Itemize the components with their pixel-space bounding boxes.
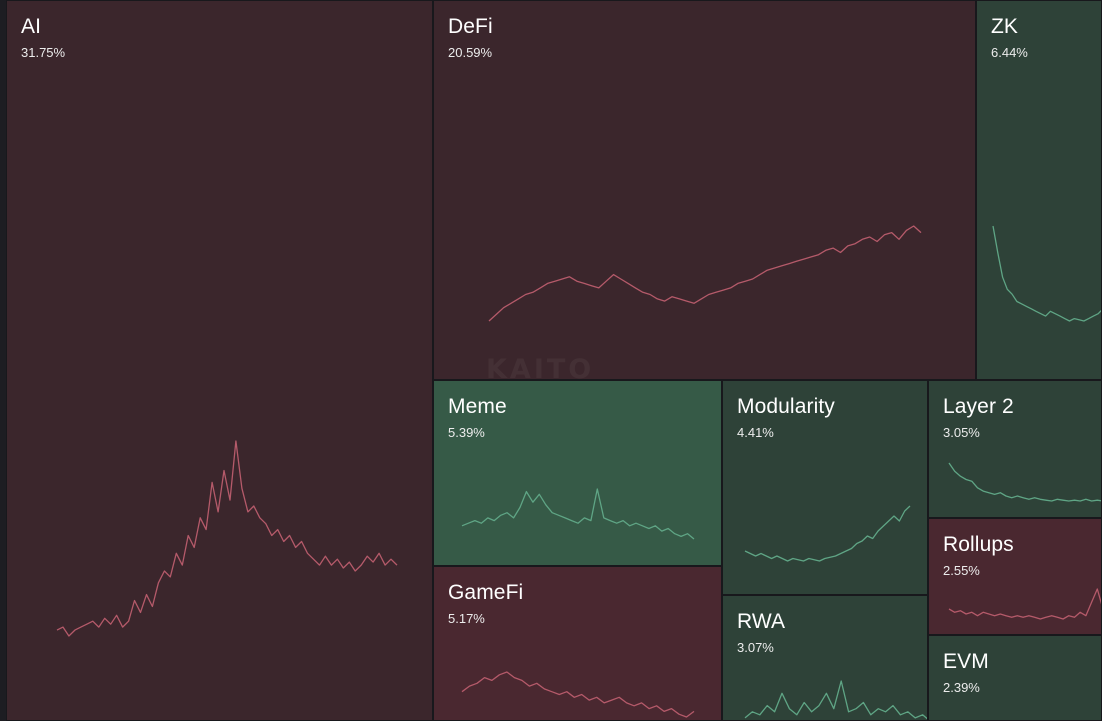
tile-label-gamefi: GameFi [448,581,524,604]
sparkline-layer-2 [948,462,1101,502]
tile-ai[interactable]: AI 31.75% [6,0,433,721]
sparkline-zk [992,225,1101,322]
sparkline-series-rwa [744,680,927,720]
sparkline-defi [488,225,922,322]
tile-label-rwa: RWA [737,610,786,633]
tile-label-rollups: Rollups [943,533,1014,556]
sparkline-meme [461,488,695,540]
sparkline-series-gamefi [461,671,695,718]
tile-value-ai: 31.75% [21,45,66,60]
tile-label-ai: AI [21,15,42,38]
tile-value-gamefi: 5.17% [448,611,485,626]
tile-defi[interactable]: DeFi 20.59% [433,0,976,380]
sparkline-rollups [948,588,1101,620]
tile-label-defi: DeFi [448,15,493,38]
tile-label-modularity: Modularity [737,395,835,418]
tile-value-meme: 5.39% [448,425,485,440]
sparkline-modularity [744,505,911,562]
tile-label-zk: ZK [991,15,1019,38]
tile-rwa[interactable]: RWA 3.07% [722,595,928,721]
tile-label-meme: Meme [448,395,507,418]
sparkline-series-meme [461,488,695,540]
sparkline-series-ai [56,440,398,637]
tile-label-evm: EVM [943,650,989,673]
tile-meme[interactable]: Meme 5.39% [433,380,722,566]
sparkline-series-layer-2 [948,462,1101,502]
sparkline-series-rollups [948,588,1101,620]
sparkline-rwa [744,680,927,720]
tile-value-rwa: 3.07% [737,640,774,655]
tile-modularity[interactable]: Modularity 4.41% [722,380,928,595]
tile-gamefi[interactable]: GameFi 5.17% [433,566,722,721]
tile-value-rollups: 2.55% [943,563,980,578]
sparkline-ai [56,440,398,637]
tile-label-layer-2: Layer 2 [943,395,1014,418]
tile-layer-2[interactable]: Layer 2 3.05% [928,380,1102,518]
sparkline-series-defi [488,225,922,322]
tile-value-evm: 2.39% [943,680,980,695]
tile-zk[interactable]: ZK 6.44% [976,0,1102,380]
tile-rollups[interactable]: Rollups 2.55% [928,518,1102,635]
tile-value-layer-2: 3.05% [943,425,980,440]
sparkline-gamefi [461,671,695,718]
tile-value-modularity: 4.41% [737,425,774,440]
tile-evm[interactable]: EVM 2.39% [928,635,1102,721]
sparkline-series-zk [992,225,1101,322]
sparkline-series-modularity [744,505,911,562]
tile-value-defi: 20.59% [448,45,493,60]
tile-value-zk: 6.44% [991,45,1028,60]
